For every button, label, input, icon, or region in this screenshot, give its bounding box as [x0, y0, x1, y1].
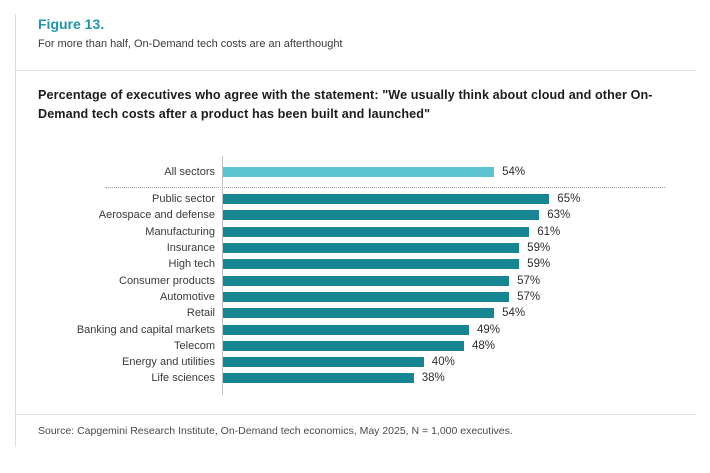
bar-sector — [223, 291, 510, 302]
category-label: Banking and capital markets — [76, 323, 215, 336]
value-label: 54% — [502, 166, 526, 178]
bar-all-sectors — [223, 167, 495, 177]
bar-track: 49% — [222, 324, 710, 336]
chart-row: Aerospace and defense 63% — [0, 207, 710, 223]
chart-row: Life sciences 38% — [0, 370, 710, 386]
bar-sector — [223, 194, 550, 205]
bar-track: 59% — [222, 242, 710, 254]
value-label: 54% — [502, 307, 526, 320]
top-divider — [15, 70, 696, 71]
chart-axis-line — [222, 156, 223, 395]
page-left-border — [15, 14, 16, 447]
bar-sector — [223, 357, 424, 368]
bar-track: 59% — [222, 258, 710, 270]
bar-track: 61% — [222, 226, 710, 238]
category-label: Insurance — [166, 242, 215, 255]
bar-sector — [223, 226, 530, 237]
bar-track: 54% — [222, 166, 710, 178]
chart-row: Energy and utilities 40% — [0, 354, 710, 370]
category-label: Aerospace and defense — [98, 209, 215, 222]
value-label: 40% — [431, 356, 455, 369]
source-note: Source: Capgemini Research Institute, On… — [38, 425, 513, 437]
bar-track: 63% — [222, 209, 710, 221]
chart-row: Insurance 59% — [0, 240, 710, 256]
value-label: 38% — [421, 372, 445, 385]
category-label: Energy and utilities — [122, 356, 215, 369]
chart-title: Percentage of executives who agree with … — [38, 88, 653, 121]
value-label: 59% — [527, 258, 551, 271]
category-label: High tech — [168, 258, 215, 271]
bar-sector — [223, 210, 540, 221]
bar-track: 57% — [222, 291, 710, 303]
value-label: 49% — [476, 323, 500, 336]
value-label: 65% — [557, 193, 581, 206]
bar-sector — [223, 324, 469, 335]
value-label: 59% — [527, 242, 551, 255]
category-label: Telecom — [174, 339, 215, 352]
chart-row: Consumer products 57% — [0, 272, 710, 288]
bar-track: 40% — [222, 356, 710, 368]
bar-track: 38% — [222, 372, 710, 384]
bar-sector — [223, 259, 520, 270]
value-label: 57% — [517, 290, 541, 303]
bottom-divider — [15, 414, 696, 415]
value-label: 63% — [547, 209, 571, 222]
category-label: Retail — [186, 307, 215, 320]
value-label: 61% — [537, 225, 561, 238]
bar-track: 65% — [222, 193, 710, 205]
category-label: Manufacturing — [145, 225, 215, 238]
value-label: 57% — [517, 274, 541, 287]
chart-row: High tech 59% — [0, 256, 710, 272]
chart-row: Retail 54% — [0, 305, 710, 321]
category-label: Public sector — [152, 193, 215, 206]
chart-row: All sectors 54% — [0, 159, 710, 185]
figure-label: Figure 13. — [38, 16, 105, 32]
bar-sector — [223, 340, 464, 351]
bar-track: 57% — [222, 275, 710, 287]
bar-sector — [223, 308, 495, 319]
bar-track: 48% — [222, 340, 710, 352]
bar-chart: All sectors 54% Public sector 65% Aerospace … — [0, 156, 710, 395]
figure-caption: For more than half, On-Demand tech costs… — [38, 38, 343, 50]
category-label: Life sciences — [151, 372, 215, 385]
chart-rows: All sectors 54% Public sector 65% Aerospace … — [0, 156, 710, 395]
bar-sector — [223, 243, 520, 254]
bar-sector — [223, 275, 510, 286]
category-label: All sectors — [164, 166, 215, 178]
value-label: 48% — [471, 339, 495, 352]
chart-row: Automotive 57% — [0, 289, 710, 305]
chart-row: Telecom 48% — [0, 338, 710, 354]
chart-row: Public sector 65% — [0, 191, 710, 207]
chart-row: Banking and capital markets 49% — [0, 321, 710, 337]
category-label: Automotive — [159, 290, 215, 303]
bar-sector — [223, 373, 414, 384]
chart-row: Manufacturing 61% — [0, 224, 710, 240]
category-label: Consumer products — [119, 274, 215, 287]
bar-track: 54% — [222, 307, 710, 319]
all-sectors-separator — [105, 187, 665, 188]
